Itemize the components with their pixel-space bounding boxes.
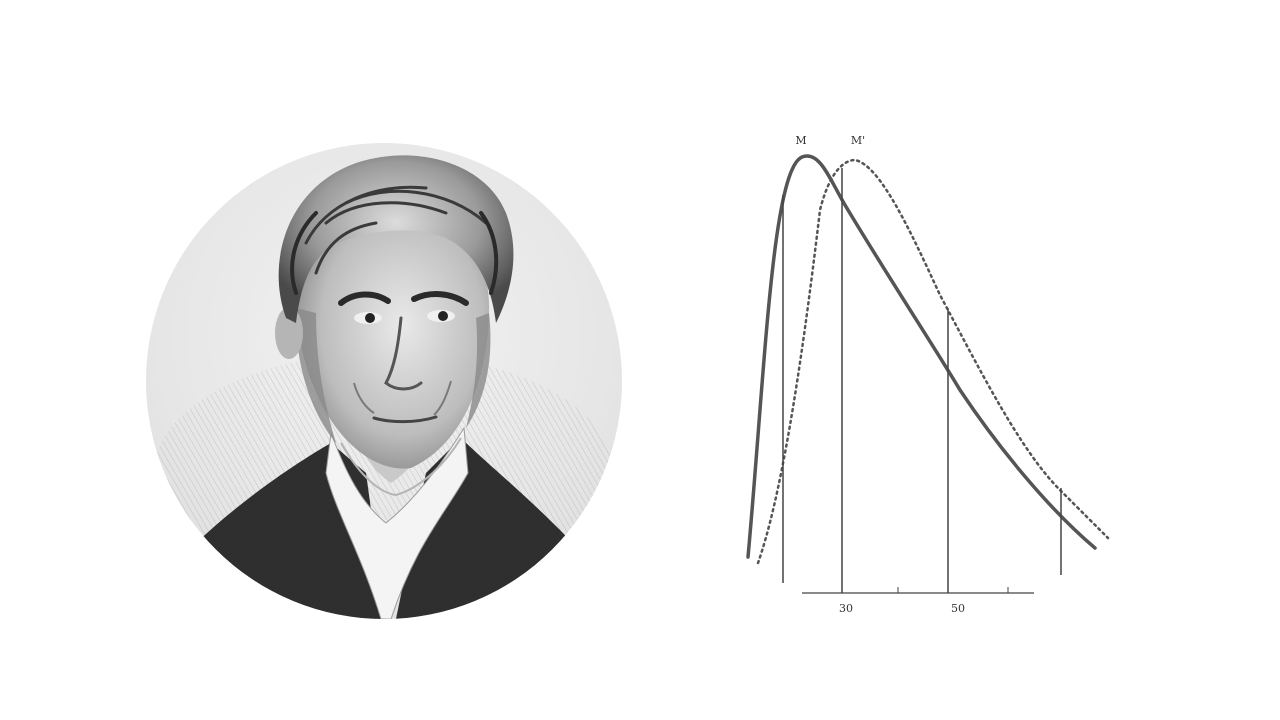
whiskers-right [466,313,491,428]
shirt-collar [325,426,469,619]
tick-label-30: 30 [839,602,853,615]
distribution-figure: M M' 30 50 [720,120,1140,630]
brow-right [411,291,469,306]
portrait-drawing [146,155,622,619]
hair [278,155,514,323]
nose [384,316,423,391]
brow-left [338,291,391,306]
tick-label-50: 50 [951,602,965,615]
face [296,207,490,469]
dotted-curve [756,158,1110,565]
distribution-figure-drawing: M M' 30 50 [746,134,1110,615]
whiskers-left [295,308,336,443]
mouth [372,415,438,424]
engraved-portrait-icon [146,143,622,619]
solid-curve [746,154,1097,559]
peak-label-m: M [795,134,806,147]
peak-label-m-prime: M' [851,134,865,147]
